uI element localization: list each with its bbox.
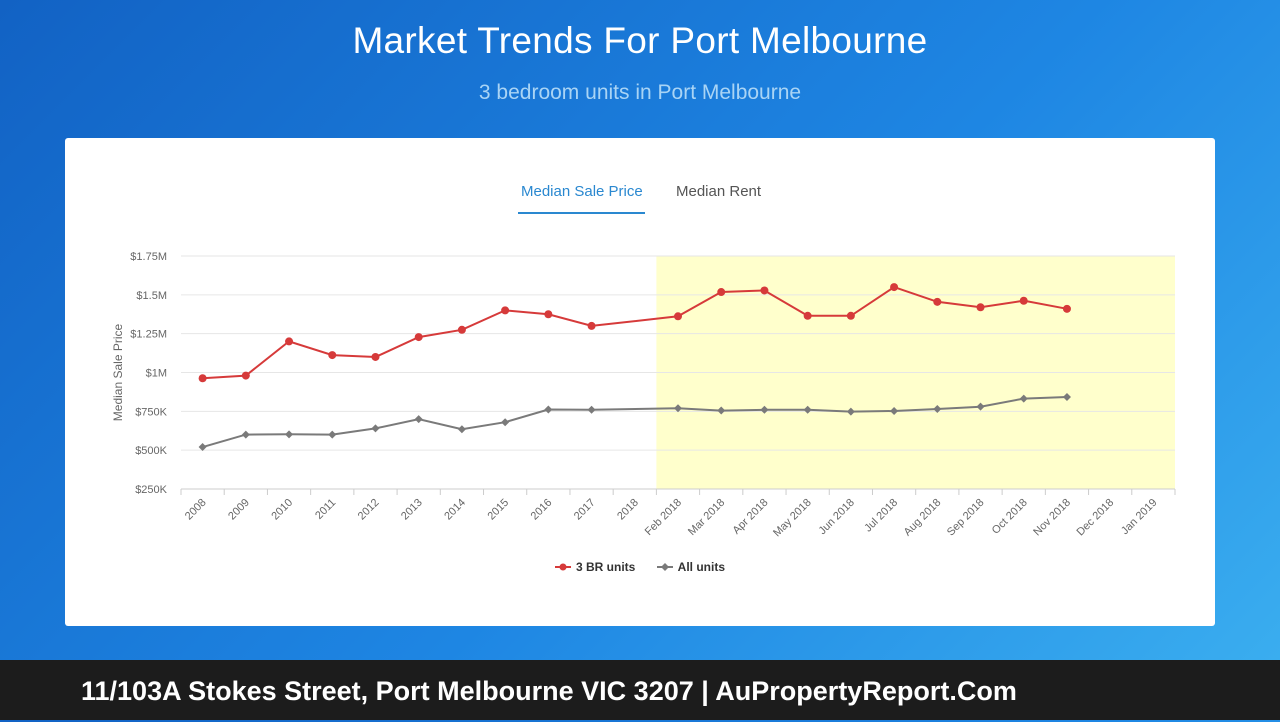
data-point-all (890, 407, 899, 416)
data-point-all (371, 424, 380, 433)
x-tick-label: May 2018 (771, 497, 814, 540)
x-tick-label: 2015 (485, 497, 511, 523)
data-point-all (674, 404, 682, 413)
line-chart: $250K $500K $750K $1M $1.25M $1.5M $1.75M 2008 2… (111, 251, 1176, 540)
data-point-3br (890, 283, 899, 292)
y-tick-label: $250K (135, 484, 167, 496)
legend-item-all[interactable]: All units (656, 560, 726, 574)
data-point-3br (241, 371, 250, 380)
data-point-3br (328, 351, 337, 360)
data-point-all (846, 407, 855, 416)
data-point-all (414, 415, 423, 424)
y-tick-label: $750K (135, 406, 167, 418)
data-point-all (803, 405, 812, 414)
x-tick-label: Jan 2019 (1119, 497, 1159, 537)
x-tick-label: 2010 (269, 497, 295, 523)
tab-median-sale-price[interactable]: Median Sale Price (518, 183, 645, 214)
legend-item-3br[interactable]: 3 BR units (554, 560, 636, 574)
data-point-all (1019, 394, 1028, 403)
data-point-all (285, 430, 294, 439)
y-tick-label: $1.75M (130, 251, 167, 263)
footer-address: 11/103A Stokes Street, Port Melbourne VI… (0, 660, 1280, 720)
tab-median-rent[interactable]: Median Rent (676, 183, 762, 200)
chart-legend: 3 BR units All units (65, 560, 1215, 575)
data-point-3br (457, 325, 466, 334)
x-tick-label: Sep 2018 (945, 497, 987, 539)
y-axis-title: Median Sale Price (111, 323, 125, 421)
page-subtitle: 3 bedroom units in Port Melbourne (478, 81, 802, 104)
data-point-3br (976, 303, 985, 312)
x-tick-label: 2013 (399, 497, 425, 523)
data-point-3br (501, 306, 510, 315)
x-tick-label: Aug 2018 (902, 497, 944, 539)
legend-label-3br: 3 BR units (575, 560, 636, 574)
series-line-3br (202, 285, 1068, 380)
data-point-all (544, 405, 553, 414)
legend-label-all: All units (677, 560, 726, 574)
data-point-3br (933, 297, 942, 306)
data-point-all (457, 425, 466, 434)
series-line-all (202, 396, 1068, 449)
x-tick-label: Jun 2018 (816, 497, 856, 537)
data-point-3br (760, 286, 769, 295)
data-point-3br (587, 321, 596, 330)
data-point-all (1062, 393, 1071, 402)
x-tick-label: Apr 2018 (730, 497, 770, 537)
y-tick-label: $500K (135, 445, 167, 457)
x-tick-label: 2014 (442, 497, 468, 523)
data-point-3br (846, 311, 855, 320)
x-tick-label: Dec 2018 (1075, 497, 1117, 539)
x-tick-label: Jul 2018 (862, 497, 900, 535)
legend-marker-all-icon (656, 563, 673, 571)
data-point-all (587, 405, 596, 414)
x-tick-label: 2009 (226, 497, 252, 523)
data-point-all (760, 405, 769, 414)
y-tick-label: $1.25M (130, 329, 167, 341)
data-point-3br (674, 312, 682, 321)
data-point-all (976, 402, 985, 411)
data-point-all (241, 430, 250, 439)
x-tick-label: Mar 2018 (686, 497, 727, 538)
data-point-3br (803, 311, 812, 320)
data-point-all (933, 405, 942, 414)
data-point-3br (285, 337, 294, 346)
x-tick-label: Oct 2018 (990, 497, 1030, 537)
data-point-3br (1019, 296, 1028, 305)
x-tick-label: 2011 (313, 497, 338, 522)
y-tick-label: $1.5M (136, 290, 167, 302)
data-point-all (501, 418, 510, 427)
x-tick-label: 2016 (529, 497, 555, 523)
page-title: Market Trends For Port Melbourne (352, 20, 928, 61)
x-tick-label: 2012 (356, 497, 382, 523)
chart-card: Median Sale Price Median Rent $250K $500K… (65, 138, 1215, 626)
x-tick-label: Feb 2018 (643, 497, 684, 538)
y-tick-label: $1M (146, 368, 167, 380)
data-point-3br (1062, 304, 1071, 313)
data-point-3br (198, 374, 207, 383)
data-point-3br (717, 288, 726, 297)
data-point-3br (371, 352, 380, 361)
data-point-all (328, 430, 337, 439)
x-tick-label: 2017 (572, 497, 598, 523)
x-tick-label: 2018 (615, 497, 641, 523)
data-point-3br (544, 310, 553, 319)
x-tick-label: 2008 (183, 497, 209, 523)
data-point-all (717, 406, 726, 415)
legend-marker-3br-icon (554, 563, 571, 571)
data-point-all (198, 443, 207, 452)
x-tick-label: Nov 2018 (1031, 497, 1073, 539)
data-point-3br (414, 333, 423, 342)
